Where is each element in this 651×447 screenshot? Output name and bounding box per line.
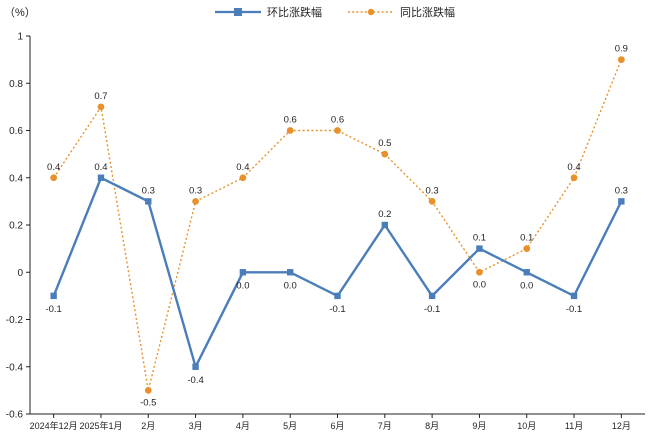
x-axis-tick-label: 6月 <box>330 421 344 431</box>
x-axis-tick-label: 10月 <box>517 421 536 431</box>
data-label-yoy: 0.4 <box>567 162 580 173</box>
x-axis-tick-label: 4月 <box>236 421 250 431</box>
data-label-mom: -0.1 <box>424 304 440 315</box>
y-axis-tick-label: -0.6 <box>6 410 24 421</box>
data-point-yoy <box>97 103 105 111</box>
data-label-mom: -0.1 <box>566 304 582 315</box>
data-label-yoy: 0.6 <box>331 115 344 126</box>
data-point-yoy <box>381 150 389 158</box>
y-axis-ticks: 1 0.8 0.6 0.4 0.2 0 -0.2 -0.4 -0.6 <box>6 32 30 421</box>
data-label-mom: 0.0 <box>236 280 249 291</box>
data-label-mom: 0.2 <box>378 209 391 220</box>
data-point-yoy <box>570 174 578 182</box>
data-point-mom <box>334 292 341 300</box>
y-axis-tick-label: -0.2 <box>6 315 24 326</box>
series-line-mom <box>52 176 623 368</box>
axes <box>29 36 645 415</box>
data-point-mom <box>50 292 57 300</box>
x-axis-tick-label: 11月 <box>565 421 583 431</box>
y-axis-tick-label: 0.2 <box>9 221 23 232</box>
data-point-labels: -0.1 0.4 0.3 -0.4 0.0 0.0 -0.1 0.2 -0.1 0.1 0.0 -0.… <box>45 44 627 409</box>
x-axis-tick-label: 12月 <box>612 421 631 431</box>
x-axis-tick-label: 7月 <box>378 421 392 431</box>
data-label-mom: -0.4 <box>187 375 203 386</box>
y-axis-tick-label: 1 <box>17 32 23 43</box>
x-axis-tick-label: 3月 <box>189 421 203 431</box>
series-line-yoy <box>53 59 622 391</box>
legend-label-mom: 环比涨跌幅 <box>267 7 322 19</box>
data-label-mom: -0.1 <box>329 304 345 315</box>
data-point-yoy <box>476 268 483 276</box>
data-point-mom <box>97 174 105 181</box>
legend-swatch-mom-icon <box>215 6 261 18</box>
x-axis-tick-label: 8月 <box>425 421 439 431</box>
y-axis-tick-label: 0 <box>17 268 23 279</box>
data-point-yoy <box>50 174 58 182</box>
data-label-mom: 0.4 <box>94 162 107 173</box>
data-point-mom <box>239 269 247 276</box>
unit-label: （%） <box>4 7 36 19</box>
legend-item-yoy[interactable]: 同比涨跌幅 <box>348 4 455 20</box>
data-label-mom: 0.3 <box>142 185 155 196</box>
data-point-mom <box>192 363 199 370</box>
data-label-mom: 0.3 <box>615 185 628 196</box>
data-series <box>50 56 625 394</box>
data-point-yoy <box>192 197 199 205</box>
data-point-yoy <box>523 245 531 253</box>
x-axis-tick-label: 5月 <box>283 421 297 431</box>
chart-legend: 环比涨跌幅 同比涨跌幅 <box>215 4 455 20</box>
x-axis-ticks: 2024年12月 2025年1月 2月 3月 4月 5月 6月 7月 8月 9月 10月 11月 12月 <box>30 414 631 431</box>
legend-item-mom[interactable]: 环比涨跌幅 <box>215 4 322 20</box>
data-label-yoy: -0.5 <box>140 397 156 408</box>
data-label-mom: -0.1 <box>45 304 61 315</box>
data-label-yoy: 0.5 <box>378 138 391 149</box>
y-axis-tick-label: -0.4 <box>6 362 24 373</box>
x-axis-tick-label: 2024年12月 <box>30 420 78 431</box>
x-axis-tick-label: 2025年1月 <box>79 420 122 431</box>
data-label-yoy: 0.4 <box>47 162 60 173</box>
data-label-yoy: 0.0 <box>473 279 486 290</box>
legend-label-yoy: 同比涨跌幅 <box>400 7 455 19</box>
data-label-mom: 0.0 <box>284 280 297 291</box>
data-point-yoy <box>239 174 247 182</box>
data-label-yoy: 0.4 <box>236 162 249 173</box>
legend-swatch-yoy-icon <box>348 6 394 18</box>
data-label-mom: 0.0 <box>520 280 533 291</box>
data-label-yoy: 0.6 <box>284 115 297 126</box>
data-point-yoy <box>428 197 436 205</box>
data-label-mom: 0.1 <box>473 233 486 244</box>
y-axis-tick-label: 0.4 <box>9 173 23 184</box>
data-point-mom <box>523 269 530 276</box>
data-label-yoy: 0.9 <box>615 44 628 55</box>
data-label-yoy: 0.3 <box>426 185 439 196</box>
data-point-mom <box>618 198 625 205</box>
y-axis-tick-label: 0.6 <box>9 126 23 137</box>
data-point-mom <box>286 269 294 276</box>
data-point-mom <box>145 198 152 205</box>
data-point-mom <box>428 292 436 300</box>
data-point-yoy <box>144 386 152 394</box>
data-label-yoy: 0.1 <box>520 233 533 244</box>
data-point-mom <box>476 245 483 252</box>
data-point-mom <box>381 221 389 229</box>
data-point-yoy <box>334 127 341 134</box>
y-axis-tick-label: 0.8 <box>9 79 23 90</box>
data-point-mom <box>570 292 578 300</box>
data-label-yoy: 0.7 <box>94 91 107 102</box>
x-axis-tick-label: 9月 <box>472 421 486 431</box>
x-axis-tick-label: 2月 <box>141 421 155 431</box>
data-point-yoy <box>617 56 625 64</box>
data-label-yoy: 0.3 <box>189 185 202 196</box>
data-point-yoy <box>286 127 294 134</box>
